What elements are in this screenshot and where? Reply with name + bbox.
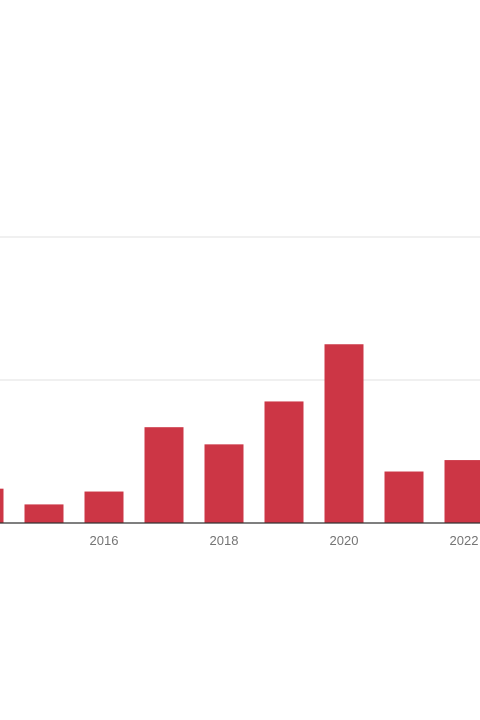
gridlines: [0, 236, 480, 381]
bar-2020: [324, 344, 364, 523]
x-tick-label-2022: 2022: [450, 533, 479, 548]
bar-2014: [0, 488, 4, 523]
bars: [0, 344, 480, 523]
x-tick-label-2020: 2020: [330, 533, 359, 548]
bar-2016: [84, 491, 124, 523]
x-axis-ticks: 2016 2018 2020 2022: [90, 533, 479, 548]
bar-2021: [384, 471, 424, 523]
bar-2018: [204, 444, 244, 523]
bar-2022: [444, 460, 480, 523]
x-tick-label-2018: 2018: [210, 533, 239, 548]
bar-2019: [264, 401, 304, 523]
bar-2017: [144, 427, 184, 523]
bar-2015: [24, 504, 64, 523]
x-tick-label-2016: 2016: [90, 533, 119, 548]
